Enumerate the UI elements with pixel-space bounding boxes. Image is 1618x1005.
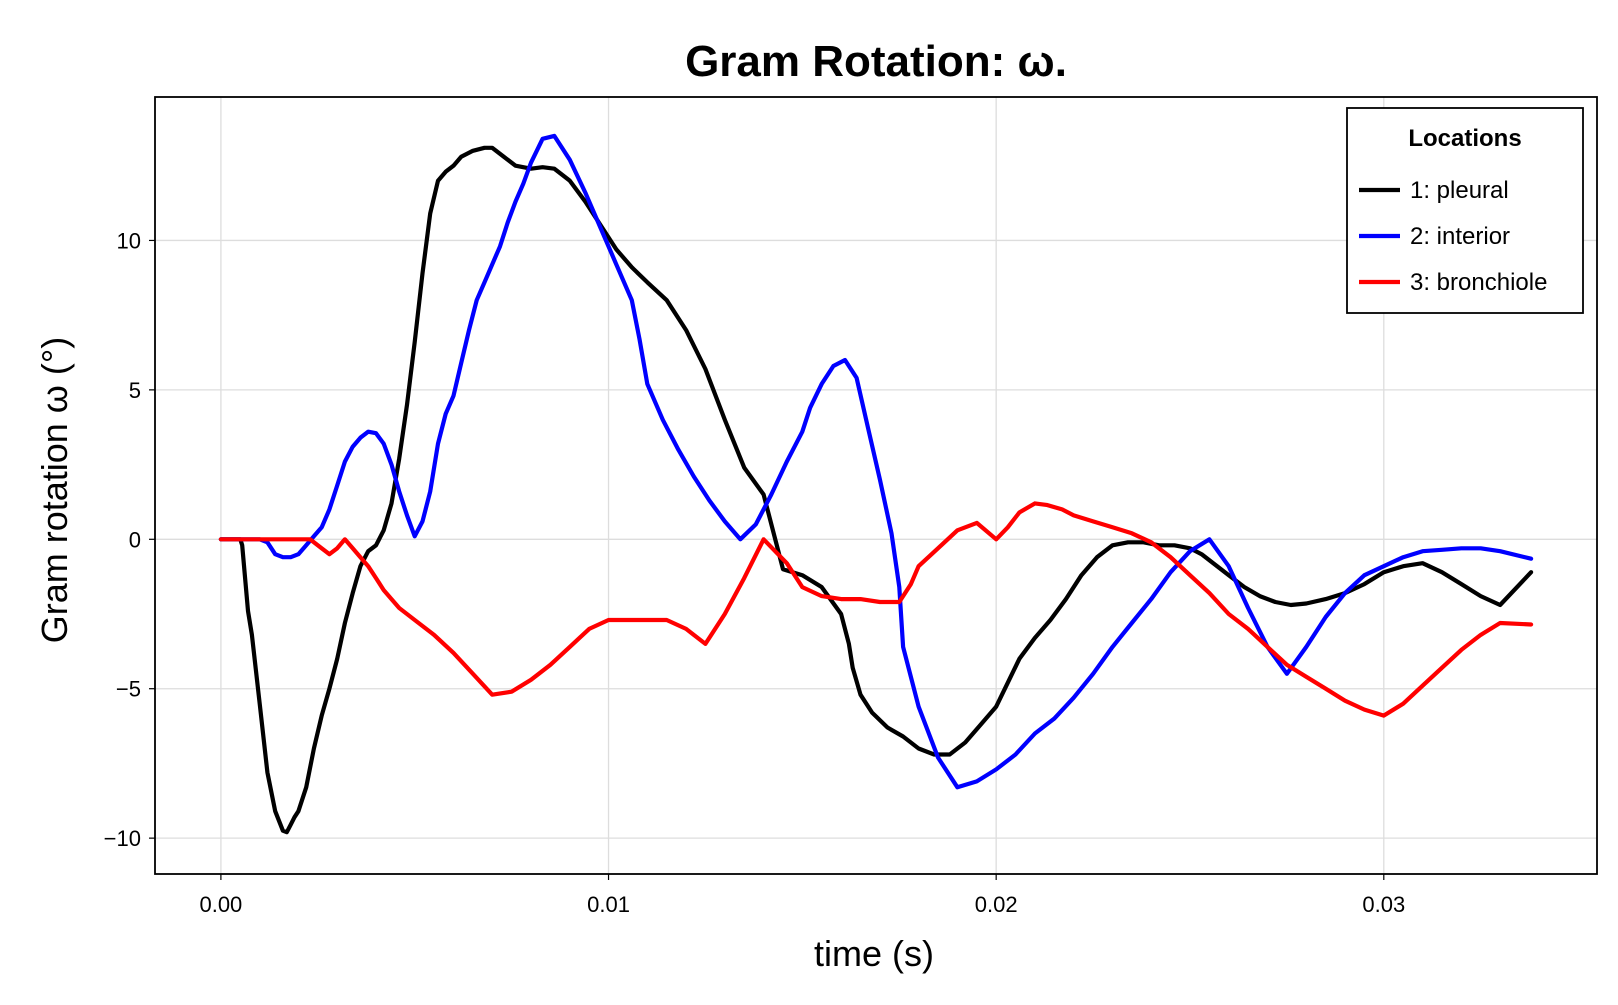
legend-label: 1: pleural [1410, 177, 1509, 204]
y-tick-label: 5 [129, 378, 141, 403]
x-tick-label: 0.03 [1362, 892, 1405, 917]
legend: Locations 1: pleural 2: interior 3: bronch… [1346, 107, 1584, 314]
y-tick-label: 10 [117, 228, 141, 253]
chart-title: Gram Rotation: ω. [685, 37, 1067, 86]
series-line-1 [218, 145, 1534, 835]
x-tick-label: 0.02 [975, 892, 1018, 917]
legend-entries: 1: pleural 2: interior 3: bronchiole [1359, 177, 1547, 296]
axis-ticks: 0.00 0.01 0.02 0.03 −10 −5 0 5 10 [104, 228, 1406, 917]
x-tick-label: 0.00 [199, 892, 242, 917]
y-tick-label: 0 [129, 527, 141, 552]
y-tick-label: −10 [104, 826, 141, 851]
legend-label: 2: interior [1410, 223, 1510, 250]
y-axis-label: Gram rotation ω (°) [34, 337, 75, 644]
series-line-2 [218, 133, 1534, 790]
x-tick-label: 0.01 [587, 892, 630, 917]
legend-label: 3: bronchiole [1410, 269, 1547, 296]
legend-title: Locations [1408, 125, 1521, 152]
y-tick-label: −5 [116, 677, 141, 702]
series-line-3 [218, 501, 1534, 718]
series-lines [218, 133, 1534, 835]
legend-box [1346, 107, 1584, 314]
x-axis-label: time (s) [814, 933, 934, 974]
plot-frame [154, 96, 1598, 875]
